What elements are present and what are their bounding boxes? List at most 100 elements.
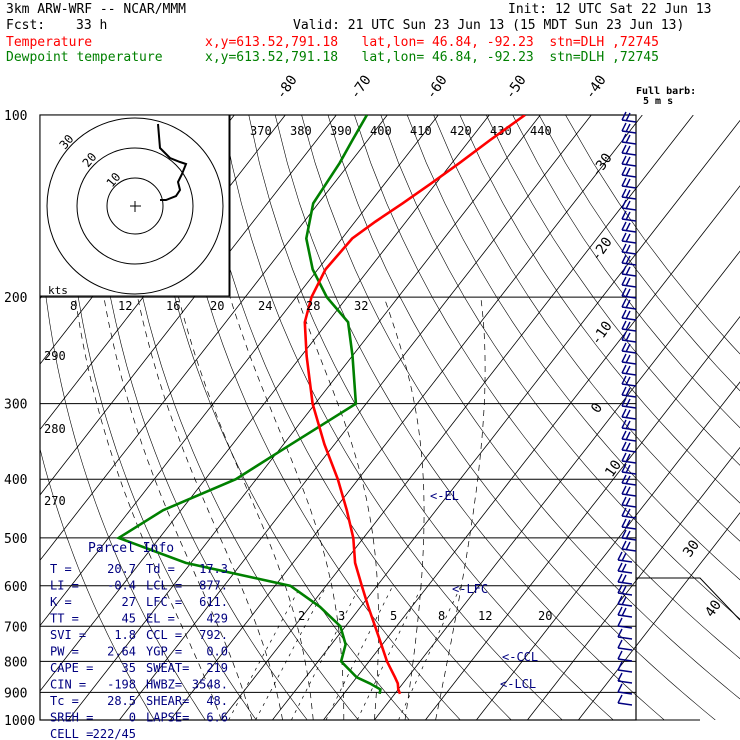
wind-barb-staff: [621, 383, 637, 387]
wind-barb-flag: [625, 200, 631, 210]
wind-barb: [617, 606, 633, 618]
wind-barb: [617, 617, 633, 629]
wind-barb-staff: [621, 240, 637, 244]
temperature-legend-info: x,y=613.52,791.18 lat,lon= 46.84, -92.23…: [205, 35, 659, 50]
wind-barb-staff: [617, 669, 633, 673]
wind-barb: [621, 254, 637, 266]
parcel-value: 1.8: [114, 628, 136, 642]
wind-barb-flag: [625, 310, 631, 320]
isotherm-line: [578, 512, 740, 720]
wind-barb: [621, 111, 637, 123]
wind-barb-flag: [625, 387, 631, 397]
wind-barb: [621, 298, 637, 310]
dry-adiabat-line: [406, 115, 740, 581]
isotherm-label: 40: [702, 597, 725, 620]
parcel-value: 45: [122, 612, 136, 626]
theta-label: 390: [330, 124, 352, 138]
dry-adiabat-line: [459, 115, 740, 504]
parcel-value: 28.5: [107, 694, 136, 708]
theta-label: 410: [410, 124, 432, 138]
dry-adiabat-line: [512, 115, 740, 429]
isotherm-line: [272, 119, 740, 720]
wind-barb: [621, 166, 637, 178]
wind-barb-flag: [625, 233, 631, 243]
wind-barb-flag: [625, 365, 631, 375]
wind-barb-staff: [621, 405, 637, 409]
dry-adiabat-line: [354, 115, 740, 660]
wind-barb: [617, 639, 633, 651]
wind-barb: [621, 177, 637, 189]
wind-barb-flag: [617, 661, 623, 671]
wind-barb-flag: [625, 354, 631, 364]
wind-barb-flag: [625, 464, 631, 474]
wind-barb: [617, 562, 633, 574]
wind-barb-flag: [617, 551, 623, 561]
wind-barb: [617, 551, 633, 563]
parcel-label: CELL =: [50, 727, 93, 740]
wind-barb-flag: [625, 244, 631, 254]
wind-barb: [621, 496, 637, 508]
wind-barb-flag: [617, 683, 623, 693]
theta-label: 420: [450, 124, 472, 138]
dewpoint-legend-info: x,y=613.52,791.18 lat,lon= 46.84, -92.23…: [205, 50, 659, 65]
wind-barb-flag: [621, 221, 627, 231]
wind-barb-staff: [617, 680, 633, 684]
wind-barb-flag: [625, 277, 631, 287]
wind-barb-flag: [621, 563, 627, 573]
valid-time: Valid: 21 UTC Sun 23 Jun 13 (15 MDT Sun …: [293, 18, 685, 33]
wind-barb-flag: [621, 364, 627, 374]
wind-barb-staff: [621, 141, 637, 145]
wind-barb-flag: [621, 265, 627, 275]
isotherm-line: [221, 115, 694, 720]
wind-barb: [621, 320, 637, 332]
wind-barb-staff: [621, 196, 637, 200]
pressure-tick-label: 100: [4, 109, 27, 124]
frame-extension: [635, 535, 740, 621]
wind-barb-flag: [617, 650, 623, 660]
wind-barb-staff: [621, 185, 637, 189]
wind-barb-flag: [621, 298, 627, 308]
wind-barb-staff: [621, 174, 637, 178]
pressure-tick-label: 700: [4, 620, 27, 635]
isotherm-label: -10: [588, 318, 616, 348]
pressure-tick-label: 300: [4, 398, 27, 413]
wind-barb-staff: [621, 317, 637, 321]
hodograph-trace: [157, 123, 188, 201]
wind-barb-staff: [621, 207, 637, 211]
wind-barb-flag: [625, 420, 631, 430]
moist-adiabat-line: [435, 297, 486, 720]
isotherm-label: 30: [680, 537, 703, 560]
wind-barb-staff: [621, 284, 637, 288]
parcel-label: CIN =: [50, 678, 86, 692]
wind-barb: [617, 573, 633, 585]
wind-barb-flag: [621, 342, 627, 352]
wind-barb-flag: [621, 574, 627, 584]
wind-key-title: Full barb:: [636, 86, 696, 97]
wind-barb: [617, 595, 633, 607]
wind-barb: [621, 430, 637, 442]
theta-label: 400: [370, 124, 392, 138]
mixing-ratio-label: 8: [438, 609, 445, 623]
parcel-label: Td =: [146, 562, 175, 576]
pressure-tick-label: 200: [4, 291, 27, 306]
wind-barb: [621, 309, 637, 321]
wind-barb-staff: [621, 460, 637, 464]
wind-barb-flag: [617, 606, 623, 616]
init-time: Init: 12 UTC Sat 22 Jun 13: [508, 2, 712, 17]
wind-barb-flag: [617, 562, 623, 572]
wind-barb-flag: [621, 232, 627, 242]
isotherm-line: [170, 115, 643, 720]
wind-barb-staff: [621, 427, 637, 431]
mixing-ratio-line: [398, 585, 462, 720]
mixing-ratio-line: [255, 585, 327, 720]
dry-adiabat-line: [327, 115, 740, 700]
wind-barb-flag: [621, 474, 627, 484]
isotherm-label: -70: [347, 72, 375, 102]
parcel-label: CAPE =: [50, 661, 93, 675]
wind-barb-staff: [621, 339, 637, 343]
parcel-label: K =: [50, 595, 72, 609]
wind-barb-flag: [625, 112, 631, 122]
wind-barb-staff: [621, 306, 637, 310]
wind-barb-staff: [621, 295, 637, 299]
